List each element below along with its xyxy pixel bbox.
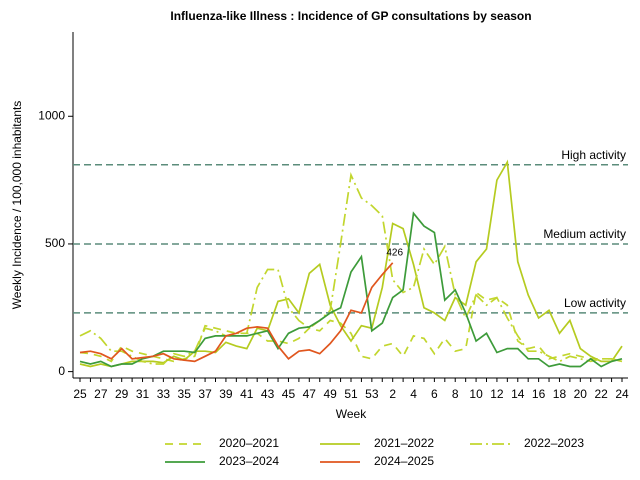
series-line	[79, 291, 623, 363]
x-tick-label: 18	[553, 387, 567, 401]
series-line	[79, 211, 623, 368]
legend-label: 2020–2021	[219, 436, 279, 450]
data-label: 426	[386, 247, 403, 258]
threshold-label: Medium activity	[543, 227, 626, 241]
x-tick-label: 45	[282, 387, 296, 401]
threshold-label: Low activity	[564, 296, 626, 310]
x-tick-label: 27	[94, 387, 108, 401]
x-tick-label: 35	[178, 387, 192, 401]
y-tick-label: 0	[58, 364, 65, 378]
x-tick-label: 51	[344, 387, 358, 401]
x-tick-label: 14	[511, 387, 525, 401]
x-tick-label: 31	[136, 387, 150, 401]
x-tick-label: 16	[532, 387, 546, 401]
x-tick-label: 49	[323, 387, 337, 401]
x-tick-label: 12	[490, 387, 504, 401]
x-tick-label: 41	[240, 387, 254, 401]
y-tick-label: 1000	[38, 108, 65, 122]
chart-title: Influenza-like Illness : Incidence of GP…	[170, 9, 531, 23]
x-tick-label: 25	[73, 387, 87, 401]
x-tick-label: 22	[594, 387, 608, 401]
threshold-label: High activity	[561, 148, 626, 162]
x-tick-label: 10	[469, 387, 483, 401]
series-line	[79, 262, 394, 363]
x-tick-label: 37	[198, 387, 212, 401]
x-tick-label: 6	[431, 387, 438, 401]
y-axis-label: Weekly Incidence / 100,000 inhabitants	[10, 101, 24, 310]
series-line	[79, 159, 623, 368]
x-axis-label: Week	[336, 407, 367, 421]
legend-label: 2024–2025	[374, 454, 434, 468]
x-tick-label: 2	[389, 387, 396, 401]
x-tick-label: 47	[303, 387, 317, 401]
x-tick-label: 29	[115, 387, 129, 401]
x-tick-label: 39	[219, 387, 233, 401]
x-tick-label: 4	[410, 387, 417, 401]
x-tick-label: 53	[365, 387, 379, 401]
x-tick-label: 43	[261, 387, 275, 401]
legend-label: 2023–2024	[219, 454, 279, 468]
x-tick-label: 20	[574, 387, 588, 401]
y-tick-label: 500	[45, 236, 65, 250]
x-tick-label: 8	[452, 387, 459, 401]
series-line	[79, 172, 623, 365]
x-tick-label: 24	[615, 387, 629, 401]
legend-label: 2021–2022	[374, 436, 434, 450]
legend-label: 2022–2023	[524, 436, 584, 450]
x-tick-label: 33	[157, 387, 171, 401]
